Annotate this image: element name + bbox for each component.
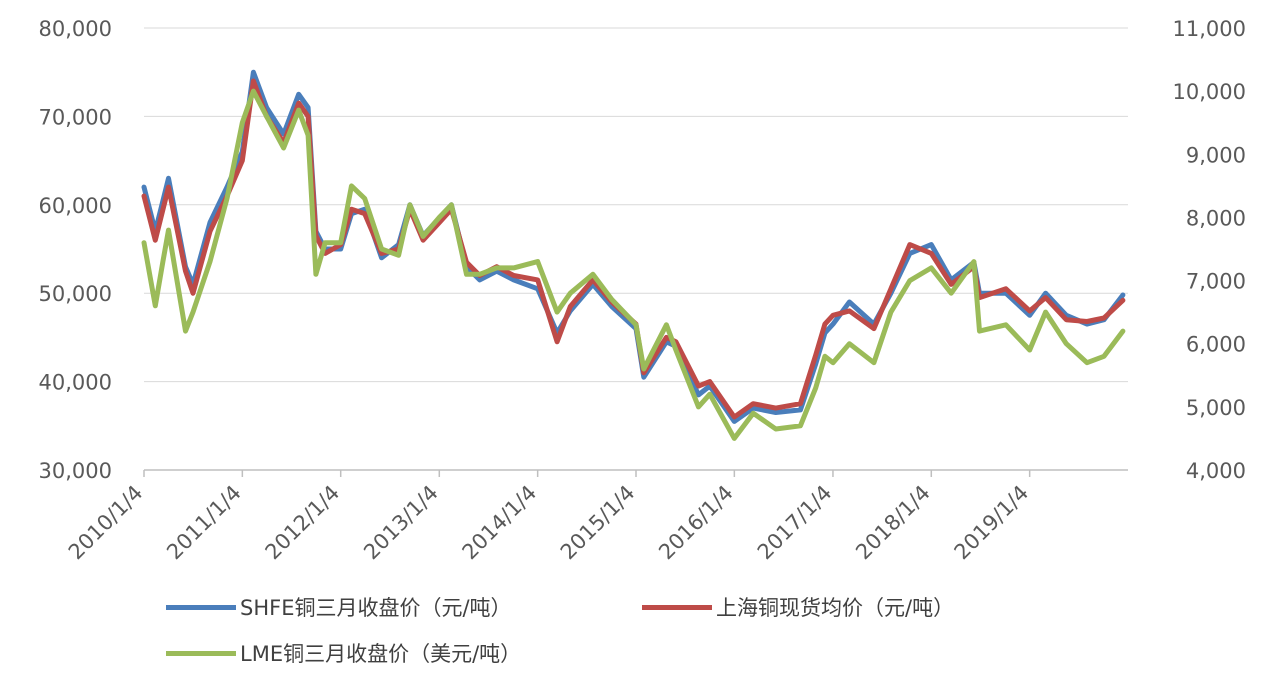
left-y-tick-label: 80,000	[39, 17, 112, 41]
x-tick-label: 2019/1/4	[950, 481, 1034, 565]
legend-swatch-shanghai-spot	[642, 604, 712, 610]
chart-area: 30,000 40,000 50,000 60,000 70,000 80,000 4,0…	[39, 17, 1246, 565]
series-line-lme	[141, 88, 1126, 441]
left-y-tick-label: 50,000	[39, 282, 112, 306]
right-y-axis-ticks: 4,000 5,000 6,000 7,000 8,000 9,000 10,000 11,0…	[1173, 17, 1246, 483]
right-y-tick-label: 7,000	[1186, 270, 1246, 294]
legend-label-lme: LME铜三月收盘价（美元/吨）	[240, 642, 522, 666]
legend-label-shanghai-spot: 上海铜现货均价（元/吨）	[716, 596, 955, 620]
x-tick-label: 2013/1/4	[359, 481, 443, 565]
legend-item-lme: LME铜三月收盘价（美元/吨）	[166, 638, 521, 668]
right-y-tick-label: 5,000	[1186, 396, 1246, 420]
left-y-tick-label: 40,000	[39, 371, 112, 395]
x-tick-label: 2014/1/4	[458, 481, 542, 565]
left-y-tick-label: 30,000	[39, 459, 112, 483]
legend-item-shanghai-spot: 上海铜现货均价（元/吨）	[642, 592, 954, 622]
right-y-tick-label: 10,000	[1173, 80, 1246, 104]
x-tick-label: 2012/1/4	[261, 481, 345, 565]
x-tick-label: 2011/1/4	[162, 481, 246, 565]
x-tick-label: 2017/1/4	[753, 481, 837, 565]
right-y-tick-label: 8,000	[1186, 206, 1246, 230]
x-tick-label: 2018/1/4	[851, 481, 935, 565]
right-y-tick-label: 6,000	[1186, 333, 1246, 357]
right-y-tick-label: 4,000	[1186, 459, 1246, 483]
legend-label-shfe: SHFE铜三月收盘价（元/吨）	[240, 596, 512, 620]
x-axis: 2010/1/4 2011/1/4 2012/1/4 2013/1/4 2014/1/4…	[64, 469, 1128, 565]
legend-swatch-lme	[166, 650, 236, 656]
x-tick-label: 2010/1/4	[64, 481, 148, 565]
legend-item-shfe: SHFE铜三月收盘价（元/吨）	[166, 592, 512, 622]
legend: SHFE铜三月收盘价（元/吨） 上海铜现货均价（元/吨） LME铜三月收盘价（美…	[166, 592, 1166, 672]
left-y-tick-label: 70,000	[39, 105, 112, 129]
x-tick-label: 2016/1/4	[654, 481, 738, 565]
right-y-tick-label: 9,000	[1186, 143, 1246, 167]
right-y-tick-label: 11,000	[1173, 17, 1246, 41]
series-lines	[141, 69, 1126, 441]
legend-swatch-shfe	[166, 604, 236, 610]
left-y-axis-ticks: 30,000 40,000 50,000 60,000 70,000 80,000	[39, 17, 112, 483]
left-y-tick-label: 60,000	[39, 194, 112, 218]
x-tick-label: 2015/1/4	[556, 481, 640, 565]
